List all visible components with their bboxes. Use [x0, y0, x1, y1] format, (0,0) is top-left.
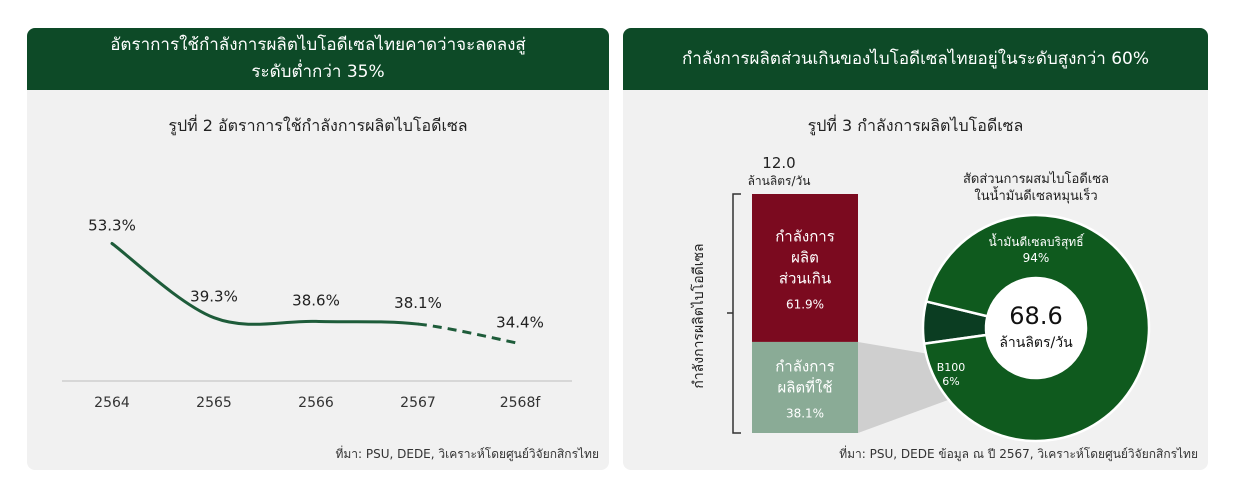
line-series-actual	[110, 242, 420, 326]
donut-slice-label: B100	[937, 361, 966, 374]
x-tick-label: 2567	[400, 395, 436, 411]
left-panel-header: อัตราการใช้กำลังการผลิตไบโอดีเซลไทยคาดว่…	[27, 28, 609, 90]
bar-to-donut-connector	[858, 341, 948, 433]
bar-segment-label: กำลังการ	[775, 227, 835, 245]
donut-center-value: 68.6	[1009, 302, 1062, 330]
donut-center-unit: ล้านลิตร/วัน	[999, 335, 1073, 351]
data-label: 38.1%	[394, 294, 442, 312]
bar-total-unit: ล้านลิตร/วัน	[748, 174, 811, 188]
x-tick-label: 2566	[298, 395, 334, 411]
donut-slice-value: 6%	[942, 375, 959, 388]
bar-segment	[752, 194, 858, 342]
donut-slice-label: น้ำมันดีเซลบริสุทธิ์	[988, 233, 1085, 250]
bar-total-value: 12.0	[762, 154, 795, 172]
data-label: 34.4%	[496, 314, 544, 332]
x-tick-label: 2568f	[500, 395, 542, 411]
capacity-chart: กำลังการผลิตส่วนเกิน61.9%กำลังการผลิตที่…	[690, 154, 1151, 443]
line-chart-title: รูปที่ 2 อัตราการใช้กำลังการผลิตไบโอดีเซ…	[168, 116, 468, 135]
left-header-line1: อัตราการใช้กำลังการผลิตไบโอดีเซลไทยคาดว่…	[110, 35, 526, 55]
bar-segment-label: ผลิต	[791, 248, 819, 266]
bar-axis-label: กำลังการผลิตไบโอดีเซล	[690, 243, 707, 388]
right-panel: กำลังการผลิตส่วนเกินของไบโอดีเซลไทยอยู่ใ…	[623, 28, 1208, 470]
x-tick-label: 2564	[94, 395, 130, 411]
capacity-bracket	[732, 193, 741, 434]
bar-segment-label: ส่วนเกิน	[779, 269, 831, 287]
bar-segment-value: 61.9%	[786, 297, 824, 311]
donut-hole	[987, 279, 1085, 377]
left-header-line2: ระดับต่ำกว่า 35%	[251, 62, 385, 82]
donut-title: สัดส่วนการผสมไบโอดีเซล	[963, 171, 1109, 187]
x-tick-label: 2565	[196, 395, 232, 411]
line-series-forecast	[417, 322, 521, 346]
capacity-chart-title: รูปที่ 3 กำลังการผลิตไบโอดีเซล	[807, 116, 1024, 135]
right-panel-header: กำลังการผลิตส่วนเกินของไบโอดีเซลไทยอยู่ใ…	[623, 28, 1208, 90]
donut-slice	[922, 213, 1151, 443]
bar-segment-value: 38.1%	[786, 406, 824, 420]
donut-slice-value: 94%	[1023, 251, 1050, 265]
data-label: 38.6%	[292, 291, 340, 309]
data-label: 39.3%	[190, 288, 238, 306]
right-header-text: กำลังการผลิตส่วนเกินของไบโอดีเซลไทยอยู่ใ…	[682, 48, 1149, 69]
bar-segment-label: กำลังการ	[775, 357, 835, 375]
bar-segment-label: ผลิตที่ใช้	[777, 376, 832, 396]
data-label: 53.3%	[88, 217, 136, 235]
left-panel: อัตราการใช้กำลังการผลิตไบโอดีเซลไทยคาดว่…	[27, 28, 609, 470]
right-source-note: ที่มา: PSU, DEDE ข้อมูล ณ ปี 2567, วิเคร…	[839, 447, 1198, 461]
line-chart: 53.3% 2564 39.3% 2565 38.6% 2566 38.1% 2567 34.4…	[62, 217, 572, 411]
left-source-note: ที่มา: PSU, DEDE, วิเคราะห์โดยศูนย์วิจัย…	[335, 447, 599, 461]
donut-title: ในน้ำมันดีเซลหมุนเร็ว	[974, 186, 1097, 204]
bar-segment	[752, 341, 858, 433]
